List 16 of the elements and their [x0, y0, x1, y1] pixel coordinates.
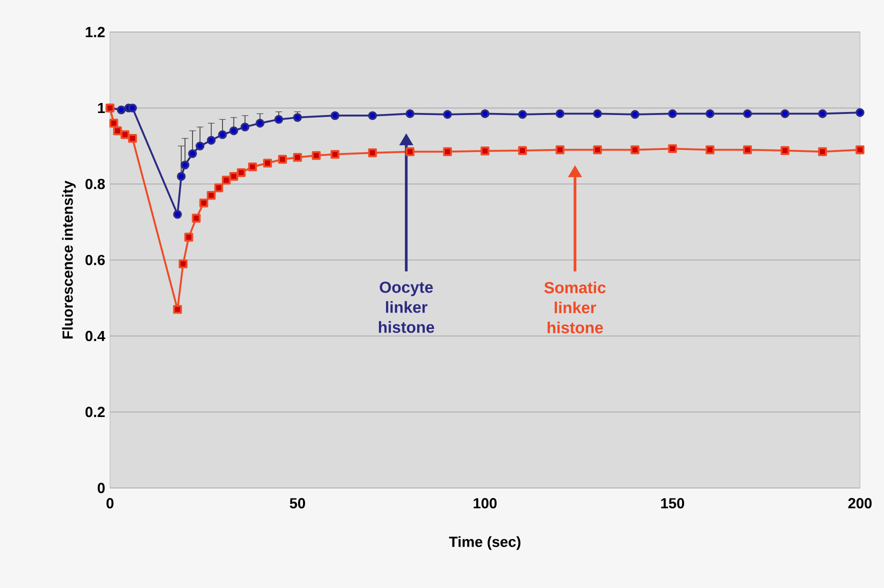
y-tick-label: 1.2 [86, 26, 105, 38]
y-tick-label: 0.4 [85, 330, 106, 342]
y-tick-label: 0.2 [85, 406, 105, 418]
x-tick-label: 150 [661, 498, 684, 508]
x-tick-label: 0 [106, 498, 114, 508]
x-tick-label: 50 [290, 498, 306, 508]
y-tick-label: 0 [98, 482, 105, 494]
x-axis-title: Time (sec) [449, 536, 520, 550]
y-tick-label: 1 [98, 102, 105, 114]
x-tick-label: 100 [474, 498, 497, 508]
x-tick-label: 200 [848, 498, 872, 508]
annotation: Oocyte linker histone [378, 282, 434, 333]
y-axis-title: Fluorescence intensity [62, 180, 76, 338]
annotation: Somatic linker histone [544, 282, 606, 334]
y-tick-label: 0.6 [85, 254, 105, 266]
y-tick-label: 0.8 [85, 178, 105, 190]
